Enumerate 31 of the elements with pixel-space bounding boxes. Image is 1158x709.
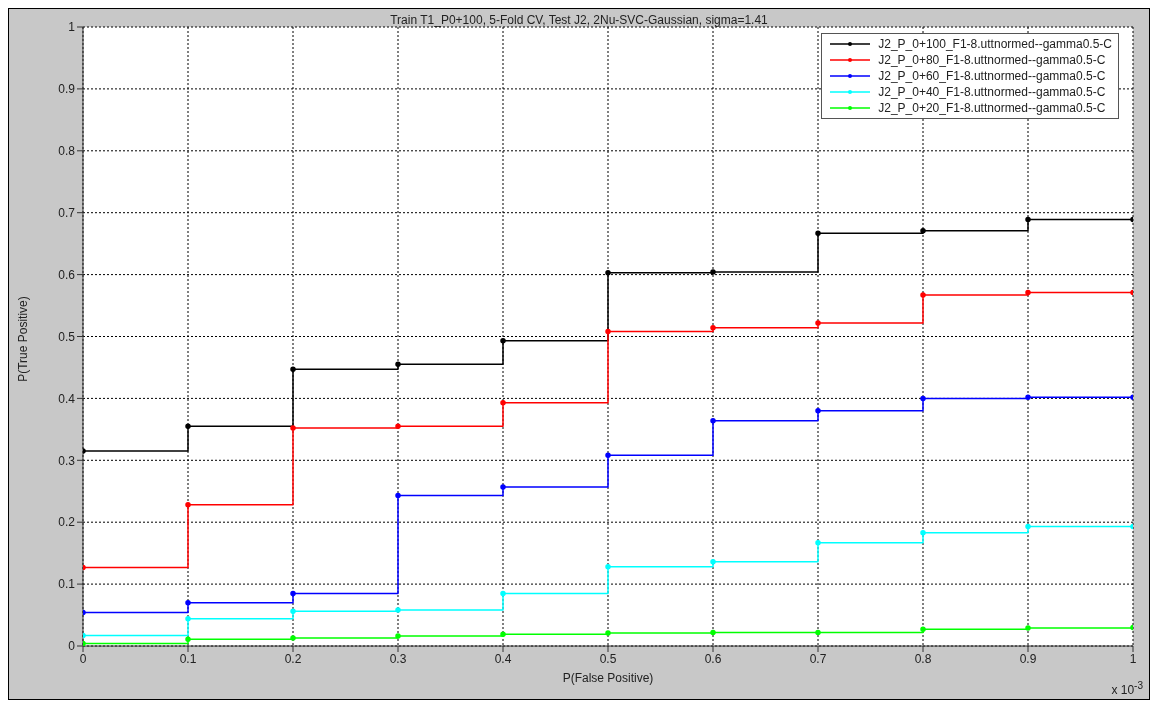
x-tick-label: 0.9 xyxy=(1019,651,1037,666)
x-tick-label: 0.3 xyxy=(389,651,407,666)
text: x 10$^{-3}$ xyxy=(1111,680,1143,697)
legend-label: J2_P_0+40_F1-8.uttnormed--gamma0.5-C xyxy=(878,84,1106,100)
x-tick-label: 0.5 xyxy=(599,651,617,666)
legend-label: J2_P_0+80_F1-8.uttnormed--gamma0.5-C xyxy=(878,52,1106,68)
x-tick-label: 0.2 xyxy=(284,651,302,666)
y-tick-label: 0 xyxy=(68,639,76,654)
x-axis-title: P(False Positive) xyxy=(562,671,654,685)
y-tick-label: 0.8 xyxy=(58,144,76,159)
legend-label: J2_P_0+60_F1-8.uttnormed--gamma0.5-C xyxy=(878,68,1106,84)
x-tick-label: 0.6 xyxy=(704,651,722,666)
y-tick-label: 0.1 xyxy=(58,577,76,592)
y-tick-label: 0.2 xyxy=(58,515,76,530)
legend-label: J2_P_0+100_F1-8.uttnormed--gamma0.5-C xyxy=(878,36,1112,52)
y-tick-label: 0.5 xyxy=(58,329,76,344)
x-tick-label: 0.8 xyxy=(914,651,932,666)
y-axis-title: P(True Positive) xyxy=(16,296,30,382)
x-tick-label: 1 xyxy=(1129,651,1137,666)
y-tick-label: 0.7 xyxy=(58,205,76,220)
x-tick-label: 0.1 xyxy=(179,651,197,666)
y-tick-label: 0.6 xyxy=(58,267,76,282)
y-tick-label: 0.3 xyxy=(58,453,76,468)
y-tick-label: 0.4 xyxy=(58,391,76,406)
legend-label: J2_P_0+20_F1-8.uttnormed--gamma0.5-C xyxy=(878,100,1106,116)
x-tick-label: 0 xyxy=(79,651,87,666)
x-tick-label: 0.4 xyxy=(494,651,512,666)
y-tick-label: 0.9 xyxy=(58,82,76,97)
x-tick-label: 0.7 xyxy=(809,651,827,666)
chart-title: Train T1_P0+100, 5-Fold CV, Test J2, 2Nu-SVC-Gaussian, sigma=1.41 xyxy=(390,13,768,27)
y-tick-label: 1 xyxy=(68,20,76,35)
